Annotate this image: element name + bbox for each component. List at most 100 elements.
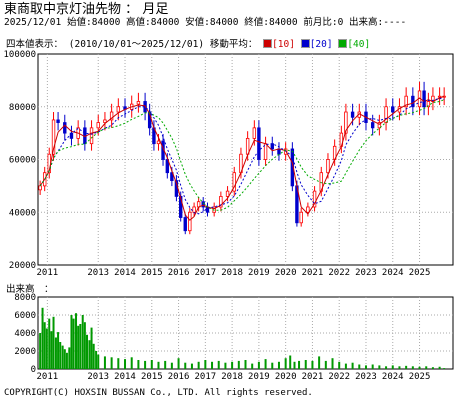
low-value: 84000 bbox=[209, 17, 239, 28]
volume-bar bbox=[277, 361, 280, 369]
volume-bar bbox=[398, 366, 401, 369]
price-axis-tick-label: 80000 bbox=[9, 103, 36, 113]
volume-bar bbox=[289, 355, 292, 369]
volume-bar bbox=[231, 361, 234, 369]
volume-bar bbox=[150, 360, 153, 369]
ma10-line bbox=[39, 95, 445, 221]
price-candle-body bbox=[56, 119, 60, 123]
period-label: 月足 bbox=[142, 2, 169, 17]
chart-legend: 四本値表示： (2010/10/01～2025/12/01) 移動平均： [10… bbox=[6, 39, 370, 51]
price-x-tick-label: 2024 bbox=[382, 268, 404, 278]
volume-bar bbox=[425, 366, 428, 369]
ma40-label: [40] bbox=[347, 39, 371, 50]
price-candle-body bbox=[391, 106, 395, 113]
price-x-tick-label: 2022 bbox=[328, 268, 350, 278]
price-x-tick-label: 2014 bbox=[114, 268, 136, 278]
volume-x-tick-label: 2017 bbox=[194, 372, 216, 382]
volume-bar bbox=[257, 361, 260, 369]
volume-bar bbox=[45, 328, 48, 369]
volume-bar bbox=[411, 366, 414, 369]
volume-bar bbox=[431, 367, 434, 369]
chart-title: 東商取中京灯油先物 ： 月足 bbox=[4, 2, 168, 17]
quote-line: 2025/12/01 始値:84000 高値:84000 安値:84000 終値… bbox=[4, 17, 407, 28]
volume-bar bbox=[405, 365, 408, 369]
price-candle-body bbox=[188, 211, 192, 232]
volume-bar bbox=[197, 361, 200, 369]
volume-bar bbox=[298, 360, 301, 369]
price-candle-body bbox=[136, 101, 141, 105]
price-candle-body bbox=[192, 206, 196, 213]
volume-bar bbox=[83, 322, 86, 369]
volume-bar bbox=[244, 360, 247, 369]
volume-bar bbox=[170, 362, 173, 369]
volume-bar bbox=[224, 362, 227, 369]
volume-axis-tick-label: 2000 bbox=[14, 347, 36, 357]
date-range: (2010/10/01～2025/12/01) bbox=[68, 39, 205, 50]
price-x-tick-label: 2016 bbox=[168, 268, 190, 278]
volume-bar bbox=[338, 361, 341, 369]
price-candle-body bbox=[156, 140, 161, 145]
volume-x-tick-label: 2022 bbox=[328, 372, 350, 382]
volume-bar bbox=[251, 363, 254, 369]
price-candle-body bbox=[232, 172, 236, 192]
volume-label-quote: 出来高 bbox=[349, 17, 378, 28]
high-label: 高値 bbox=[126, 17, 146, 28]
volume-bar bbox=[391, 365, 394, 369]
volume-axis-tick-label: 0 bbox=[31, 365, 36, 375]
volume-x-tick-label: 2024 bbox=[382, 372, 404, 382]
volume-bar bbox=[85, 334, 88, 369]
volume-x-tick-label: 2016 bbox=[168, 372, 190, 382]
volume-axis-tick-label: 6000 bbox=[14, 311, 36, 321]
volume-bar bbox=[438, 366, 441, 369]
volume-bar bbox=[371, 364, 374, 369]
volume-bar bbox=[364, 365, 367, 369]
volume-bar bbox=[304, 360, 307, 369]
volume-bar bbox=[211, 361, 214, 369]
instrument-name: 東商取中京灯油先物 bbox=[4, 2, 122, 17]
volume-bar bbox=[184, 362, 187, 369]
price-candle-body bbox=[277, 148, 281, 155]
volume-bar bbox=[81, 315, 84, 369]
volume-bar bbox=[75, 313, 78, 369]
price-x-tick-label: 2017 bbox=[194, 268, 216, 278]
price-x-tick-label: 2019 bbox=[248, 268, 270, 278]
open-value: 84000 bbox=[91, 17, 121, 28]
volume-x-tick-label: 2011 bbox=[37, 372, 59, 382]
volume-bar bbox=[164, 360, 167, 369]
price-candle-body bbox=[270, 143, 274, 150]
price-axis-tick-label: 60000 bbox=[9, 156, 36, 166]
price-candle-body bbox=[252, 127, 257, 139]
volume-bar bbox=[92, 343, 95, 369]
price-x-tick-label: 2021 bbox=[302, 268, 324, 278]
volume-bar bbox=[190, 363, 193, 369]
price-candle-body bbox=[96, 122, 100, 129]
volume-bar bbox=[124, 359, 127, 369]
volume-bar bbox=[217, 360, 220, 369]
volume-bar bbox=[68, 347, 71, 369]
ma-label: 移動平均： bbox=[209, 39, 258, 50]
price-candle-body bbox=[147, 111, 152, 129]
price-candle-body bbox=[165, 159, 170, 174]
volume-bar bbox=[63, 349, 66, 369]
volume-bar bbox=[65, 352, 68, 369]
volume-bar bbox=[237, 360, 240, 369]
volume-bar bbox=[41, 307, 44, 369]
volume-bar bbox=[77, 325, 80, 369]
volume-x-tick-label: 2019 bbox=[248, 372, 270, 382]
volume-bar bbox=[331, 358, 334, 369]
volume-bar bbox=[117, 358, 120, 369]
price-candle-body bbox=[377, 122, 382, 129]
volume-bar bbox=[443, 368, 446, 369]
price-candle-body bbox=[306, 206, 310, 213]
ma40-line bbox=[39, 99, 445, 211]
volume-bar bbox=[95, 351, 98, 369]
volume-bar bbox=[50, 331, 53, 369]
volume-bar bbox=[110, 357, 113, 369]
volume-bar bbox=[61, 345, 64, 369]
quote-date: 2025/12/01 bbox=[4, 17, 62, 28]
price-candle-body bbox=[109, 111, 114, 121]
price-x-tick-label: 2023 bbox=[355, 268, 377, 278]
low-label: 安値 bbox=[185, 17, 205, 28]
volume-value: ---- bbox=[383, 17, 407, 28]
price-candle-body bbox=[103, 119, 107, 123]
